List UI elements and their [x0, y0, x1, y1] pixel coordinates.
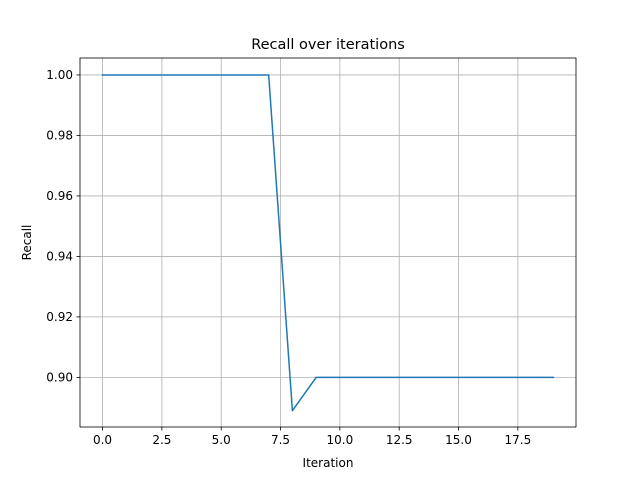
x-tick-label: 0.0 [93, 433, 112, 447]
plot-frame [79, 57, 577, 428]
x-tick-label: 17.5 [504, 433, 531, 447]
y-axis-label: Recall [20, 225, 34, 261]
y-tick-label: 0.98 [46, 128, 73, 142]
axis-ticks: 0.0 2.5 5.0 7.5 10.0 12.5 15.0 17.5 0.90 0.92 0.94… [46, 68, 531, 447]
x-tick-label: 7.5 [271, 433, 290, 447]
y-tick-label: 0.94 [46, 249, 73, 263]
y-tick-label: 0.96 [46, 189, 73, 203]
x-tick-label: 10.0 [327, 433, 354, 447]
y-tick-label: 0.92 [46, 310, 73, 324]
series-layer [101, 74, 555, 412]
x-tick-label: 15.0 [445, 433, 472, 447]
grid [80, 58, 576, 427]
x-tick-label: 5.0 [212, 433, 231, 447]
y-tick-label: 1.00 [46, 68, 73, 82]
x-axis-label: Iteration [303, 456, 354, 470]
y-tick-label: 0.90 [46, 370, 73, 384]
x-tick-label: 12.5 [386, 433, 413, 447]
recall-series-line [101, 74, 555, 412]
chart-title: Recall over iterations [251, 37, 405, 53]
x-tick-label: 2.5 [152, 433, 171, 447]
